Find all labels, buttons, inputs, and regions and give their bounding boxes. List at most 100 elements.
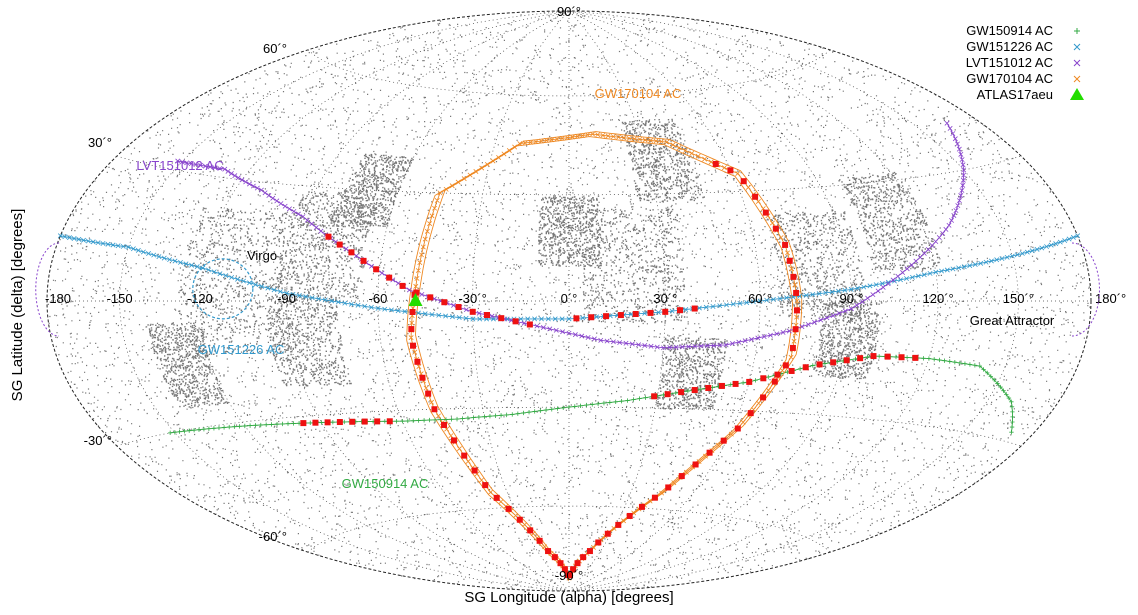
highlight-square (615, 521, 622, 528)
highlight-square (386, 418, 393, 425)
lat-tick-label: -90´° (555, 568, 583, 583)
highlight-square (912, 354, 919, 361)
highlight-square (603, 313, 610, 320)
highlight-square (790, 273, 797, 280)
highlight-square (512, 318, 519, 325)
highlight-square (772, 225, 779, 232)
highlight-square (732, 380, 739, 387)
highlight-square (570, 566, 577, 573)
lon-tick-label: 60´° (748, 291, 772, 306)
highlight-square (498, 315, 505, 322)
series-markers-3 (408, 131, 800, 581)
highlight-square (802, 364, 809, 371)
highlight-square (409, 308, 416, 315)
highlight-square (747, 410, 754, 417)
highlight-square (792, 326, 799, 333)
highlight-square (526, 321, 533, 328)
highlight-square (793, 289, 800, 296)
highlight-square (692, 461, 699, 468)
latitude-line (116, 155, 1022, 196)
great-attractor-arc-right (1071, 242, 1100, 337)
highlight-square (493, 494, 500, 501)
highlight-square (336, 241, 343, 248)
sky-boundary (46, 10, 1092, 592)
longitude-line (568, 10, 1019, 592)
highlight-square (300, 420, 307, 427)
annotation-label: GW170104 AC (595, 86, 682, 101)
longitude-line (472, 10, 570, 592)
highlight-square (414, 358, 421, 365)
legend-label: GW170104 AC (966, 71, 1053, 86)
highlight-square (373, 266, 380, 273)
annotation-label: Great Attractor (970, 313, 1055, 328)
highlight-square (427, 294, 434, 301)
highlight-square (718, 382, 725, 389)
highlight-square (425, 390, 432, 397)
series-markers-1 (57, 233, 1081, 322)
lat-tick-label: 60´° (263, 41, 287, 56)
highlight-square (651, 393, 658, 400)
highlight-square (336, 419, 343, 426)
highlight-square (564, 572, 571, 579)
highlight-square (441, 299, 448, 306)
lon-tick-label: -60 (369, 291, 388, 306)
annotations: Virgo Great Attractor LVT151012 AC GW151226… (35, 86, 1100, 491)
highlight-square (678, 473, 685, 480)
highlight-square (408, 326, 415, 333)
latitude-line (307, 505, 831, 553)
lon-tick-label: 150´° (1003, 291, 1034, 306)
highlight-square (386, 274, 393, 281)
legend-label: LVT151012 AC (966, 55, 1053, 70)
highlight-square (469, 308, 476, 315)
highlight-square (665, 484, 672, 491)
great-attractor-arc-left (35, 242, 60, 337)
lon-tick-label: -180 (45, 291, 71, 306)
highlight-square (374, 418, 381, 425)
annotation-label: GW151226 AC (198, 342, 285, 357)
highlight-square (760, 394, 767, 401)
highlight-square (691, 305, 698, 312)
highlight-square (573, 315, 580, 322)
series-line-gw170104 (406, 136, 793, 582)
lon-tick-label: 120´° (923, 291, 954, 306)
highlight-square (431, 406, 438, 413)
highlight-square (349, 418, 356, 425)
longitude-line (119, 10, 570, 592)
highlight-square (786, 257, 793, 264)
highlight-square (551, 554, 558, 561)
y-axis-title: SG Latitude (delta) [degrees] (9, 209, 26, 402)
legend-triangle-icon (1070, 88, 1084, 100)
highlight-square (461, 452, 468, 459)
highlight-square (746, 378, 753, 385)
lon-tick-label: 0´° (561, 291, 578, 306)
highlight-square (557, 560, 564, 567)
highlight-square (676, 307, 683, 314)
lon-tick-label: -90 (277, 291, 296, 306)
graticule-grid (46, 10, 1092, 592)
highlight-square (574, 560, 581, 567)
series-markers (57, 120, 1081, 581)
highlight-square (455, 304, 462, 311)
highlight-square (604, 530, 611, 537)
highlight-square (545, 548, 552, 555)
lat-tick-label: 90´° (557, 4, 581, 19)
annotation-label: LVT151012 AC (136, 158, 223, 173)
legend-label: GW151226 AC (966, 39, 1053, 54)
highlight-square (720, 437, 727, 444)
legend-plus-icon (1074, 28, 1080, 34)
highlight-square (516, 516, 523, 523)
highlight-square (771, 378, 778, 385)
highlight-square (505, 505, 512, 512)
series-line (170, 355, 1013, 434)
highlight-square (626, 512, 633, 519)
highlight-square (691, 387, 698, 394)
lon-tick-label: 90´° (840, 291, 864, 306)
highlight-square (762, 209, 769, 216)
highlight-square (843, 357, 850, 364)
highlight-square (651, 494, 658, 501)
highlight-square (360, 257, 367, 264)
highlight-square (712, 160, 719, 167)
highlight-square (898, 354, 905, 361)
